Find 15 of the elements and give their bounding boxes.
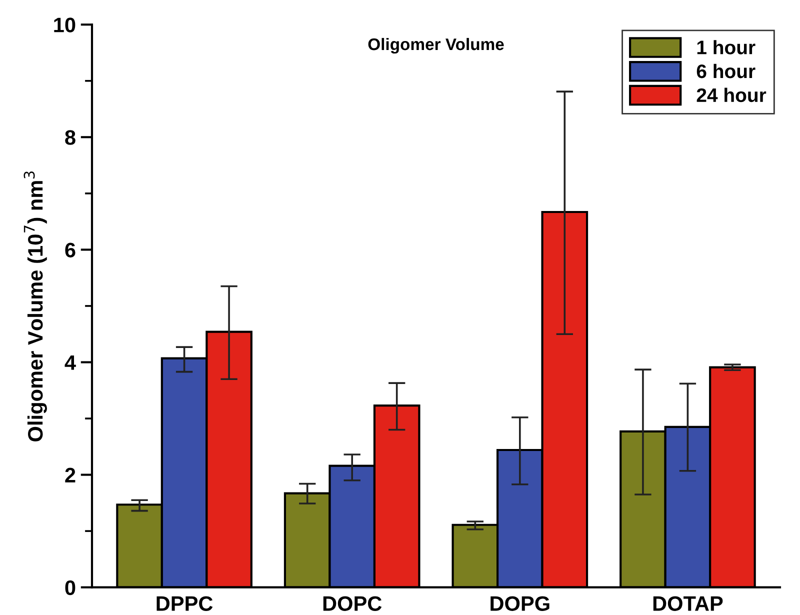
legend-label: 6 hour <box>696 64 756 78</box>
x-tick-label: DOTAP <box>653 596 723 611</box>
y-tick-label: 2 <box>65 468 76 482</box>
y-tick-label: 6 <box>65 242 76 258</box>
y-tick-label: 4 <box>64 355 76 370</box>
text: Oligomer Volume <box>368 38 504 54</box>
y-axis-title: Oligomer Volume (10$^{7}$) nm$^{3}$ <box>24 171 47 442</box>
y-tick-label: 8 <box>65 130 76 145</box>
x-tick-label: DPPC <box>156 596 213 611</box>
legend-label: 1 hour <box>697 40 756 54</box>
y-tick-label: 0 <box>65 580 76 596</box>
legend-label: 24 hour <box>696 88 766 102</box>
x-tick-label: DOPG <box>490 596 550 611</box>
x-tick-label: DOPC <box>323 596 382 611</box>
y-tick-label: 10 <box>54 18 76 32</box>
